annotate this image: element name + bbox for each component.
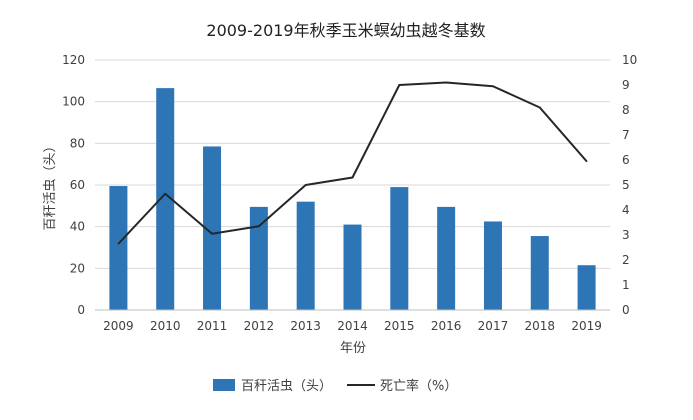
y2-tick-label: 5 — [622, 178, 630, 192]
x-tick-label: 2010 — [150, 319, 181, 333]
bar-2011 — [203, 146, 222, 310]
bar-2019 — [577, 265, 596, 310]
y-tick-label: 60 — [70, 178, 85, 192]
bar-2009 — [109, 186, 128, 310]
y-axis-title: 百秆活虫（头） — [43, 139, 58, 230]
mortality-point-2018 — [538, 106, 541, 109]
y2-tick-label: 0 — [622, 303, 630, 317]
legend: 百秆活虫（头） 死亡率（%） — [213, 378, 457, 394]
x-tick-label: 2014 — [337, 319, 368, 333]
x-tick-label: 2012 — [244, 319, 275, 333]
y-tick-label: 80 — [70, 136, 85, 150]
x-tick-label: 2017 — [478, 319, 509, 333]
mortality-point-2010 — [164, 192, 167, 195]
bar-2015 — [390, 187, 409, 310]
x-tick-label: 2016 — [431, 319, 462, 333]
legend-swatch-bars — [213, 379, 235, 391]
mortality-point-2015 — [398, 84, 401, 86]
bar-2017 — [483, 221, 502, 310]
mortality-line — [117, 81, 588, 245]
x-tick-label: 2015 — [384, 319, 415, 333]
y-tick-label: 20 — [70, 261, 85, 275]
legend-label-line: 死亡率（%） — [380, 378, 457, 394]
mortality-point-2019 — [585, 160, 588, 163]
y-tick-label: 0 — [77, 303, 85, 317]
x-axis-title: 年份 — [340, 341, 366, 356]
y-tick-label: 40 — [70, 220, 85, 234]
y2-tick-label: 9 — [622, 78, 630, 92]
y2-tick-label: 3 — [622, 228, 630, 242]
mortality-point-2016 — [445, 81, 447, 84]
y2-tick-label: 6 — [622, 153, 630, 167]
bar-2010 — [156, 88, 175, 310]
mortality-point-2012 — [258, 225, 260, 228]
legend-label-bars: 百秆活虫（头） — [241, 379, 332, 394]
x-tick-label: 2013 — [290, 319, 321, 333]
y2-tick-label: 7 — [622, 128, 630, 142]
y2-tick-label: 10 — [622, 53, 637, 67]
mortality-point-2017 — [492, 85, 494, 88]
x-tick-label: 2009 — [103, 319, 134, 333]
y2-tick-label: 4 — [622, 203, 630, 217]
y2-tick-label: 2 — [622, 253, 630, 267]
mortality-point-2013 — [304, 184, 307, 186]
x-tick-label: 2018 — [524, 319, 555, 333]
bar-2018 — [530, 236, 549, 310]
chart-title: 2009-2019年秋季玉米螟幼虫越冬基数 — [206, 21, 485, 40]
y-tick-label: 120 — [62, 53, 85, 67]
bar-2012 — [249, 206, 268, 310]
bar-2016 — [437, 206, 456, 310]
y2-tick-label: 1 — [622, 278, 630, 292]
y-tick-label: 100 — [62, 95, 85, 109]
x-tick-label: 2019 — [571, 319, 602, 333]
mortality-point-2009 — [117, 242, 120, 245]
mortality-point-2011 — [211, 232, 213, 235]
y2-tick-label: 8 — [622, 103, 630, 117]
bar-2013 — [296, 201, 315, 310]
bar-2014 — [343, 224, 362, 310]
mortality-point-2014 — [351, 176, 354, 179]
x-tick-label: 2011 — [197, 319, 228, 333]
